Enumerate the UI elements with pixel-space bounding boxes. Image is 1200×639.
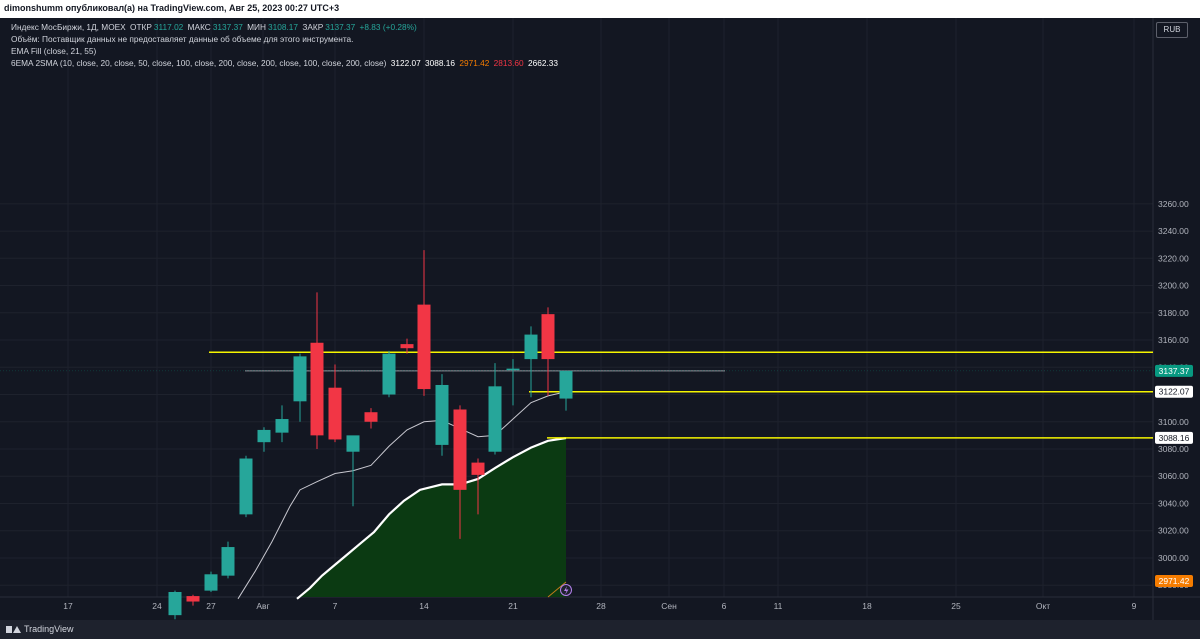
publication-header: dimonshumm опубликовал(а) на TradingView… bbox=[0, 0, 1200, 18]
time-tick-5: 14 bbox=[419, 601, 429, 611]
candle-body-2 bbox=[204, 574, 218, 591]
candle-body-13 bbox=[400, 344, 414, 349]
candle-body-22 bbox=[559, 370, 573, 399]
time-tick-2: 27 bbox=[206, 601, 216, 611]
legend-ema-fill[interactable]: EMA Fill (close, 21, 55) bbox=[11, 46, 97, 56]
candle-body-10 bbox=[346, 435, 360, 452]
candle-body-3 bbox=[221, 547, 235, 576]
price-tick-1: 3000.00 bbox=[1158, 553, 1189, 563]
candle-body-19 bbox=[506, 368, 520, 371]
time-tick-12: 25 bbox=[951, 601, 961, 611]
candle-body-6 bbox=[275, 419, 289, 433]
price-tick-13: 3240.00 bbox=[1158, 226, 1189, 236]
legend-close-value: 3137.37 bbox=[325, 22, 356, 32]
candle-body-1 bbox=[186, 596, 200, 602]
price-tick-9: 3160.00 bbox=[1158, 335, 1189, 345]
footer-bar: TradingView bbox=[0, 620, 1200, 639]
time-tick-13: Окт bbox=[1036, 601, 1050, 611]
legend-open-value: 3117.02 bbox=[153, 22, 184, 32]
legend-6ema-2sma: 6EMA 2SMA (10, close, 20, close, 50, clo… bbox=[11, 58, 560, 68]
lightning-glyph bbox=[564, 586, 569, 595]
candle-body-0 bbox=[168, 592, 182, 616]
legend-6ema-value-3: 2971.42 bbox=[459, 58, 490, 68]
candle-body-17 bbox=[471, 462, 485, 475]
legend-change: +8.83 (+0.28%) bbox=[359, 22, 417, 32]
price-tick-5: 3080.00 bbox=[1158, 444, 1189, 454]
price-tick-6: 3100.00 bbox=[1158, 417, 1189, 427]
price-tick-4: 3060.00 bbox=[1158, 471, 1189, 481]
time-tick-6: 21 bbox=[508, 601, 518, 611]
legend-close-label: ЗАКР bbox=[302, 22, 324, 32]
candle-body-8 bbox=[310, 342, 324, 436]
price-tick-10: 3180.00 bbox=[1158, 308, 1189, 318]
price-badge-3122-text: 3122.07 bbox=[1159, 387, 1190, 397]
time-tick-14: 9 bbox=[1132, 601, 1137, 611]
time-tick-7: 28 bbox=[596, 601, 606, 611]
ema-fast-line bbox=[237, 391, 567, 600]
candle-body-18 bbox=[488, 386, 502, 452]
publication-header-text: dimonshumm опубликовал(а) на TradingView… bbox=[4, 3, 340, 13]
candle-body-16 bbox=[453, 409, 467, 490]
candle-body-14 bbox=[417, 304, 431, 390]
legend-6ema-value-1: 3122.07 bbox=[390, 58, 421, 68]
candle-body-7 bbox=[293, 356, 307, 402]
time-tick-4: 7 bbox=[333, 601, 338, 611]
price-badge-current-bg bbox=[1155, 364, 1193, 377]
ema-fill-area bbox=[297, 438, 566, 599]
price-badge-3088-text: 3088.16 bbox=[1159, 433, 1190, 443]
legend-high-label: МАКС bbox=[187, 22, 211, 32]
legend-high-value: 3137.37 bbox=[212, 22, 243, 32]
legend-low-value: 3108.17 bbox=[268, 22, 298, 32]
legend-open-label: ОТКР bbox=[130, 22, 152, 32]
legend-low-label: МИН bbox=[247, 22, 266, 32]
price-tick-11: 3200.00 bbox=[1158, 281, 1189, 291]
price-badge-3088-bg bbox=[1155, 431, 1193, 444]
legend-ohlc: Индекс МосБиржи, 1Д, MOEX ОТКР 3117.02 МА… bbox=[11, 22, 419, 32]
legend-volume: Объём: Поставщик данных не предоставляет… bbox=[11, 34, 354, 44]
legend-6ema-value-4: 2813.60 bbox=[493, 58, 524, 68]
tradingview-logo-icon bbox=[6, 625, 21, 634]
candle-body-9 bbox=[328, 387, 342, 440]
candle-body-11 bbox=[364, 412, 378, 422]
price-badge-current-text: 3137.37 bbox=[1159, 366, 1190, 376]
tradingview-logo[interactable]: TradingView bbox=[6, 624, 74, 634]
time-tick-1: 24 bbox=[152, 601, 162, 611]
time-tick-8: Сен bbox=[661, 601, 677, 611]
candle-body-20 bbox=[524, 334, 538, 360]
legend-6ema-label[interactable]: 6EMA 2SMA (10, close, 20, close, 50, clo… bbox=[11, 58, 387, 68]
price-badge-2971-text: 2971.42 bbox=[1159, 576, 1190, 586]
tradingview-logo-text: TradingView bbox=[24, 624, 74, 634]
legend-symbol[interactable]: Индекс МосБиржи, 1Д, MOEX bbox=[11, 22, 126, 32]
time-tick-11: 18 bbox=[862, 601, 872, 611]
price-tick-3: 3040.00 bbox=[1158, 498, 1189, 508]
price-tick-12: 3220.00 bbox=[1158, 253, 1189, 263]
time-tick-9: 6 bbox=[722, 601, 727, 611]
price-badge-2971-bg bbox=[1155, 575, 1193, 587]
candle-body-12 bbox=[382, 353, 396, 395]
candle-body-15 bbox=[435, 384, 449, 445]
price-tick-2: 3020.00 bbox=[1158, 526, 1189, 536]
price-badge-3122-bg bbox=[1155, 385, 1193, 398]
candle-body-5 bbox=[257, 429, 271, 443]
price-tick-14: 3260.00 bbox=[1158, 199, 1189, 209]
time-tick-0: 17 bbox=[63, 601, 73, 611]
legend-6ema-value-2: 3088.16 bbox=[425, 58, 456, 68]
time-tick-10: 11 bbox=[774, 601, 783, 611]
time-tick-3: Авг bbox=[256, 601, 269, 611]
ema-slow-line bbox=[296, 437, 567, 600]
candle-body-4 bbox=[239, 458, 253, 515]
legend-6ema-value-5: 2662.33 bbox=[527, 58, 558, 68]
ema-orange-line bbox=[547, 581, 567, 598]
candle-body-21 bbox=[541, 314, 555, 360]
currency-button[interactable]: RUB bbox=[1156, 22, 1188, 38]
